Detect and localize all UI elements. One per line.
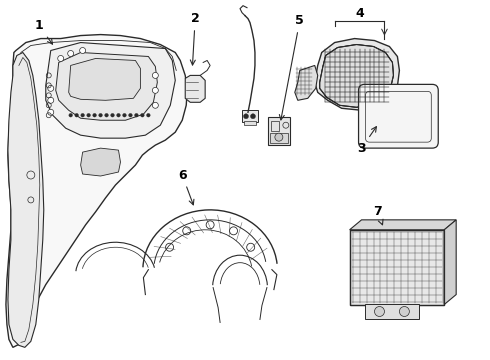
Circle shape — [81, 113, 84, 117]
Polygon shape — [8, 53, 44, 347]
Polygon shape — [349, 220, 456, 230]
Circle shape — [374, 306, 385, 316]
Circle shape — [87, 113, 90, 117]
Text: 2: 2 — [190, 12, 199, 65]
Text: 3: 3 — [357, 127, 376, 155]
Circle shape — [99, 113, 102, 117]
Polygon shape — [319, 45, 393, 107]
Text: 7: 7 — [373, 205, 383, 225]
Polygon shape — [6, 35, 187, 347]
Bar — [270, 133, 288, 143]
Bar — [271, 121, 279, 131]
Circle shape — [250, 114, 255, 119]
Polygon shape — [81, 148, 121, 176]
Bar — [365, 303, 419, 319]
Circle shape — [69, 113, 73, 117]
Polygon shape — [319, 45, 393, 107]
Circle shape — [80, 48, 86, 54]
Polygon shape — [56, 53, 157, 120]
Circle shape — [152, 87, 158, 93]
Circle shape — [75, 113, 78, 117]
Polygon shape — [315, 39, 399, 110]
Circle shape — [48, 97, 54, 103]
Circle shape — [135, 113, 138, 117]
Text: 6: 6 — [178, 168, 194, 205]
Circle shape — [275, 133, 283, 141]
Bar — [244, 121, 256, 125]
Polygon shape — [444, 220, 456, 305]
Circle shape — [244, 114, 248, 119]
Circle shape — [48, 109, 54, 115]
Circle shape — [48, 85, 54, 91]
Circle shape — [105, 113, 108, 117]
Text: 1: 1 — [34, 19, 52, 44]
Circle shape — [399, 306, 409, 316]
Bar — [268, 117, 290, 145]
Polygon shape — [349, 230, 444, 305]
Circle shape — [152, 72, 158, 78]
Circle shape — [68, 50, 74, 57]
Circle shape — [141, 113, 144, 117]
Circle shape — [93, 113, 97, 117]
Text: 5: 5 — [279, 14, 304, 120]
Circle shape — [111, 113, 114, 117]
Circle shape — [58, 55, 64, 62]
Circle shape — [147, 113, 150, 117]
Polygon shape — [185, 75, 205, 102]
Circle shape — [152, 102, 158, 108]
Circle shape — [129, 113, 132, 117]
Circle shape — [122, 113, 126, 117]
Polygon shape — [69, 58, 141, 100]
Circle shape — [117, 113, 120, 117]
Text: 4: 4 — [355, 7, 364, 20]
Polygon shape — [295, 66, 318, 100]
Bar — [242, 110, 258, 122]
FancyBboxPatch shape — [359, 84, 438, 148]
Polygon shape — [46, 42, 175, 138]
